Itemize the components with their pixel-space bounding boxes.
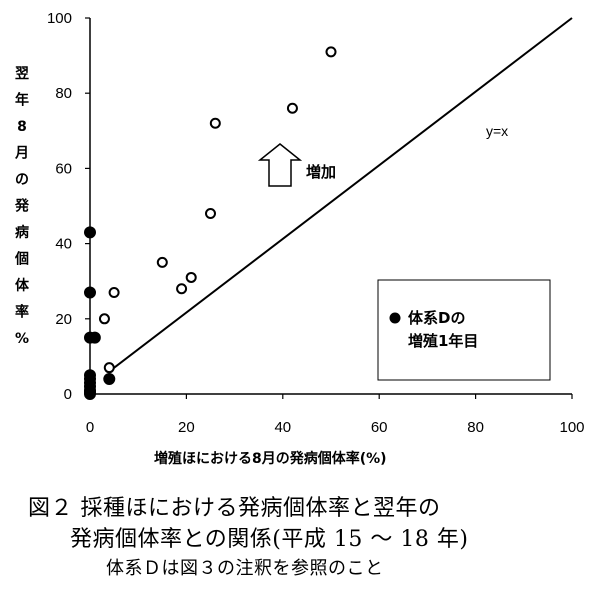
y-tick-label: 100 (47, 10, 72, 27)
up-arrow-icon (257, 143, 303, 187)
y-axis-title-char: 翌 (15, 66, 29, 82)
y-axis-title: 翌年 8 月の発病個体率% (14, 66, 30, 347)
figure-caption-line-1: 図２ 採種ほにおける発病個体率と翌年の (28, 496, 441, 521)
y-axis-title-char: の (15, 172, 29, 188)
legend-marker (389, 312, 401, 324)
scatter-chart: 0 20 40 60 80 100 0 20 40 60 80 100 y=x 増加 体系Dの 増殖1… (14, 10, 585, 467)
data-point-open (108, 286, 120, 298)
data-point-open (176, 283, 188, 295)
y-tick-label: 80 (55, 85, 72, 102)
data-point-open (103, 362, 115, 374)
y-axis-title-char: 率 (15, 304, 29, 321)
y-axis-title-char: 病 (15, 224, 29, 241)
data-points (84, 46, 337, 400)
data-point-open (185, 271, 197, 283)
annotation-text: 増加 (306, 163, 336, 181)
y-tick-label: 40 (55, 236, 72, 253)
increase-arrow-annotation: 増加 (257, 143, 336, 187)
x-axis-title: 増殖ほにおける8月の発病個体率(%) (154, 450, 387, 467)
x-tick-label: 40 (274, 419, 291, 436)
data-point-open (205, 208, 216, 220)
figure-caption-line-2: 発病個体率との関係(平成 15 〜 18 年) (70, 527, 469, 552)
axes (89, 18, 572, 395)
y-axis-title-char: 体 (15, 277, 30, 294)
data-point-filled (103, 372, 116, 385)
y-axis-title-char: 発 (14, 198, 30, 215)
data-point-filled (88, 331, 101, 344)
data-point-open (209, 117, 221, 129)
y-axis-title-char: % (15, 331, 29, 347)
x-tick-label: 100 (559, 419, 584, 436)
reference-line-group (108, 17, 573, 373)
legend-box (377, 279, 551, 381)
legend-line-1: 体系Dの (408, 309, 465, 327)
legend: 体系Dの 増殖1年目 (377, 279, 551, 381)
data-point-filled (84, 286, 96, 299)
y-tick-label: 0 (64, 386, 72, 403)
y-axis-title-char: 月 (14, 146, 29, 162)
y-tick-label: 60 (55, 160, 72, 177)
x-tick-label: 80 (467, 419, 484, 436)
figure-caption-note: 体系Ｄは図３の注釈を参照のこと (106, 558, 384, 579)
data-point-filled (84, 226, 96, 239)
data-point-open (156, 256, 168, 268)
legend-line-2: 増殖1年目 (408, 332, 478, 350)
y-tick-label: 20 (55, 311, 72, 328)
y-axis-title-char: 年 (15, 92, 29, 109)
data-point-open (98, 313, 110, 325)
x-tick-label: 20 (178, 419, 195, 436)
data-point-filled (84, 388, 96, 400)
data-point-open (286, 102, 298, 114)
reference-line-label: y=x (486, 123, 508, 139)
x-tick-label: 0 (86, 419, 94, 436)
y-axis-title-char: 8 (17, 119, 27, 135)
reference-line-y-equals-x (108, 17, 573, 373)
tick-marks (85, 17, 573, 399)
y-axis-title-char: 個 (14, 251, 29, 268)
data-point-open (325, 46, 337, 58)
tick-labels: 0 20 40 60 80 100 0 20 40 60 80 100 (47, 10, 585, 436)
x-tick-label: 60 (371, 419, 388, 436)
